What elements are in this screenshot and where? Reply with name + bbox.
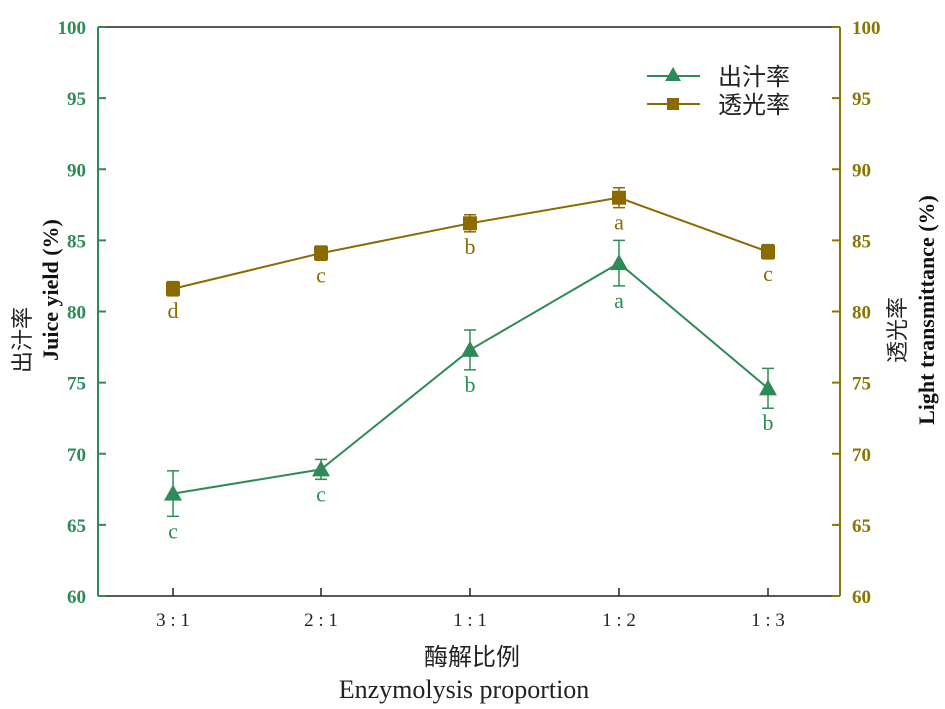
y-left-tick-label: 95 bbox=[67, 89, 86, 110]
y-right-tick-label: 100 bbox=[852, 18, 881, 39]
data-point-square bbox=[314, 246, 328, 261]
data-point-square bbox=[166, 281, 180, 296]
y-right-tick-label: 85 bbox=[852, 231, 871, 252]
x-axis-label-cn: 酶解比例 bbox=[424, 644, 520, 671]
y-right-tick-label: 90 bbox=[852, 160, 871, 181]
data-point-triangle bbox=[759, 379, 777, 396]
data-point-triangle bbox=[164, 484, 182, 501]
y-left-tick-label: 70 bbox=[67, 445, 86, 466]
data-point-square bbox=[463, 216, 477, 231]
y-right-label-cn: 透光率 bbox=[885, 297, 910, 363]
significance-letter: a bbox=[614, 288, 624, 313]
data-point-triangle bbox=[312, 460, 330, 477]
x-tick-label: 1 : 2 bbox=[602, 610, 636, 631]
significance-letter: a bbox=[614, 210, 624, 235]
y-right-tick-label: 95 bbox=[852, 89, 871, 110]
y-right-tick-label: 80 bbox=[852, 303, 871, 324]
legend-label-juice: 出汁率 bbox=[718, 64, 790, 91]
legend-triangle-icon bbox=[665, 67, 681, 81]
y-right-tick-label: 70 bbox=[852, 445, 871, 466]
data-point-square bbox=[761, 244, 775, 259]
significance-letter: b bbox=[465, 372, 476, 397]
data-point-triangle bbox=[461, 340, 479, 357]
significance-letter: c bbox=[168, 518, 178, 543]
x-tick-label: 1 : 3 bbox=[751, 610, 785, 631]
x-tick-label: 1 : 1 bbox=[453, 610, 487, 631]
y-left-tick-label: 75 bbox=[67, 374, 86, 395]
y-right-label: Light transmittance (%) bbox=[914, 195, 939, 425]
x-axis-label: Enzymolysis proportion bbox=[339, 675, 590, 704]
y-left-label: Juice yield (%) bbox=[38, 219, 63, 361]
axes: 60 60 65 65 70 70 75 75 80 80 85 85 90 90 95 95 100 100 3 … bbox=[58, 18, 881, 631]
significance-letter: b bbox=[763, 410, 774, 435]
legend-label-transmittance: 透光率 bbox=[718, 92, 790, 119]
significance-letter: c bbox=[316, 262, 326, 287]
y-left-tick-label: 80 bbox=[67, 303, 86, 324]
y-left-tick-label: 60 bbox=[67, 587, 86, 608]
y-left-tick-label: 90 bbox=[67, 160, 86, 181]
y-left-tick-label: 85 bbox=[67, 231, 86, 252]
y-right-tick-label: 75 bbox=[852, 374, 871, 395]
y-left-tick-label: 100 bbox=[58, 18, 87, 39]
y-right-tick-label: 65 bbox=[852, 516, 871, 537]
x-tick-label: 3 : 1 bbox=[156, 610, 190, 631]
significance-letter: b bbox=[465, 234, 476, 259]
legend: 出汁率 透光率 bbox=[647, 64, 790, 119]
y-left-label-cn: 出汁率 bbox=[10, 307, 35, 373]
data-point-triangle bbox=[610, 254, 628, 271]
significance-letter: c bbox=[763, 261, 773, 286]
y-left-tick-label: 65 bbox=[67, 516, 86, 537]
y-right-tick-label: 60 bbox=[852, 587, 871, 608]
legend-square-icon bbox=[667, 98, 679, 110]
series-marks: c c b a b d c b a c bbox=[164, 186, 777, 543]
data-point-square bbox=[612, 190, 626, 205]
x-tick-label: 2 : 1 bbox=[304, 610, 338, 631]
significance-letter: c bbox=[316, 481, 326, 506]
significance-letter: d bbox=[168, 298, 179, 323]
